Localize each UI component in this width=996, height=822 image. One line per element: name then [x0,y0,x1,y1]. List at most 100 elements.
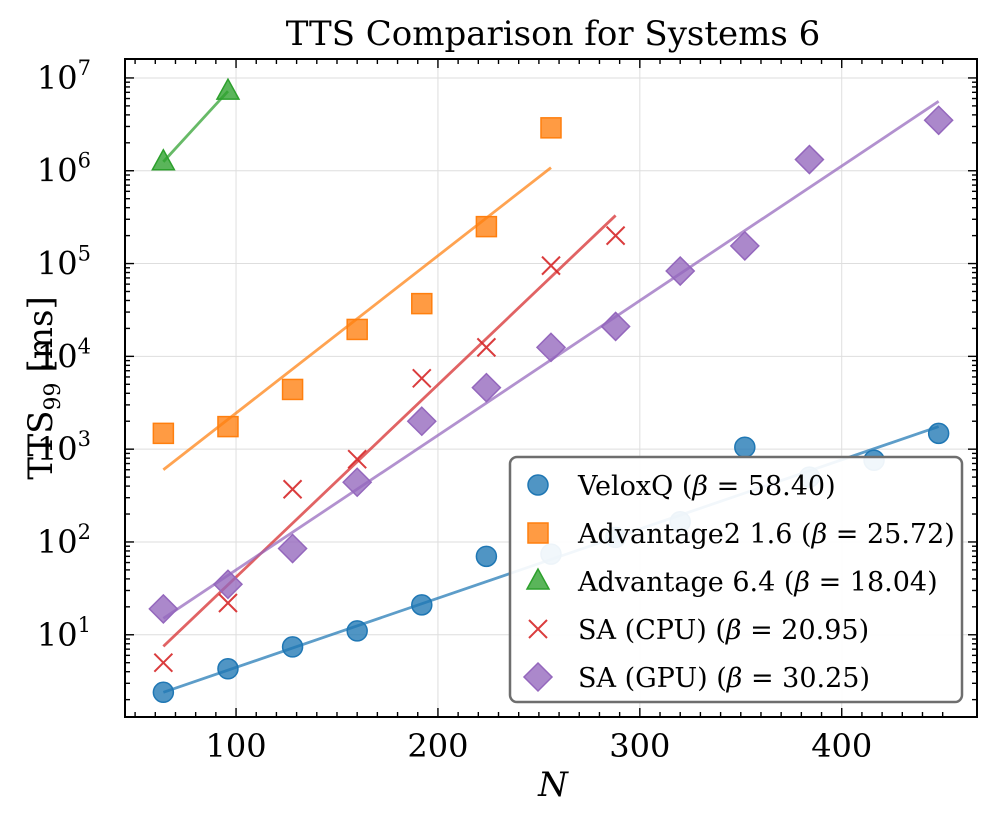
legend: VeloxQ (β = 58.40)Advantage2 1.6 (β = 25… [508,455,964,704]
data-point-series-4 [218,593,238,613]
fit-line-series-4 [162,214,617,648]
data-point-series-1 [475,545,498,568]
data-point-series-1 [734,436,756,458]
y-tick-label-base: 10 [37,152,78,190]
fit-line-series-3 [162,90,229,163]
legend-label-symbol: β [691,471,708,502]
y-tick-label-exponent: 7 [78,56,91,80]
legend-label-2: Advantage2 1.6 (β = 25.72) [577,519,955,550]
y-axis-label-main: TTS [21,410,61,479]
legend-marker-1 [527,474,549,496]
y-tick-label: 101 [37,613,91,654]
legend-label-symbol: β [726,663,743,694]
data-point-series-4 [347,449,367,469]
data-point-series-5 [600,311,631,342]
y-tick-label-base: 10 [37,523,78,561]
data-point-series-4 [476,337,497,358]
legend-label-text: Advantage 6.4 ( [577,567,794,598]
data-point-series-4 [153,652,174,673]
data-point-series-4 [541,255,561,276]
data-point-series-1 [217,658,239,680]
y-tick-label-exponent: 6 [78,149,91,173]
y-axis-label-subscript: 99 [41,382,66,410]
legend-label-4: SA (CPU) (β = 20.95) [578,615,869,646]
y-tick-label-base: 10 [37,337,78,375]
data-point-series-5 [665,256,696,287]
data-point-series-1 [411,594,433,616]
legend-marker-2 [527,522,549,544]
data-point-series-3 [151,148,176,171]
legend-box [508,455,964,704]
data-point-series-5 [342,467,373,498]
legend-marker-5 [522,661,554,693]
y-tick-label-exponent: 2 [78,520,91,544]
y-tick-label: 103 [37,427,91,468]
legend-label-3: Advantage 6.4 (β = 18.04) [577,567,938,598]
legend-label-value: = 18.04) [810,567,938,598]
legend-label-symbol: β [793,567,810,598]
data-point-series-2 [540,117,562,139]
y-tick-label: 106 [37,149,91,190]
y-tick-label-base: 10 [37,245,78,283]
y-tick-label-exponent: 5 [78,242,91,266]
y-tick-label: 107 [37,56,91,97]
legend-label-symbol: β [725,615,742,646]
legend-label-value: = 25.72) [827,519,955,550]
data-point-series-5 [277,533,308,564]
y-tick-label-base: 10 [37,59,78,97]
x-tick-label: 100 [206,727,267,765]
y-axis-label-unit: [ms] [21,296,61,372]
data-point-series-3 [215,77,241,100]
data-point-series-1 [346,620,368,642]
legend-label-1: VeloxQ (β = 58.40) [577,471,836,502]
data-point-series-2 [475,215,498,238]
y-axis-label: TTS99 [ms] [21,296,66,480]
data-point-series-2 [217,415,239,438]
legend-label-5: SA (GPU) (β = 30.25) [578,663,870,694]
data-point-series-5 [729,230,760,261]
x-axis-label: N [537,765,569,805]
legend-marker-3 [525,567,551,590]
x-tick-label: 200 [407,727,468,765]
y-tick-label: 102 [37,520,91,561]
chart-title: TTS Comparison for Systems 6 [286,14,821,54]
data-point-series-4 [282,479,303,499]
data-point-series-5 [471,372,502,403]
data-point-series-2 [411,292,433,315]
y-tick-label-exponent: 3 [78,427,91,451]
data-point-series-5 [212,569,244,600]
y-tick-label: 105 [37,242,91,283]
legend-label-text: VeloxQ ( [577,471,692,502]
data-point-series-4 [605,225,626,246]
data-point-series-5 [406,406,437,437]
y-tick-label-base: 10 [37,616,78,654]
data-point-series-2 [152,422,175,445]
data-point-series-5 [535,332,567,363]
data-point-series-1 [281,636,304,658]
x-tick-label: 400 [811,727,872,765]
y-tick-label-exponent: 4 [78,334,91,358]
legend-label-value: = 30.25) [742,663,870,694]
data-point-series-4 [412,368,432,389]
data-point-series-1 [152,681,175,704]
plot-frame [124,58,978,718]
legend-label-text: SA (GPU) ( [578,663,727,694]
legend-label-symbol: β [811,519,828,550]
data-point-series-5 [148,593,179,624]
data-point-series-5 [794,144,825,175]
legend-label-text: SA (CPU) ( [578,615,726,646]
y-tick-label-exponent: 1 [78,613,91,637]
data-point-series-2 [346,318,368,341]
data-point-series-2 [281,378,304,401]
y-tick-label: 104 [37,334,91,375]
legend-label-value: = 20.95) [741,615,869,646]
x-tick-label: 300 [609,727,670,765]
y-tick-label-base: 10 [37,430,78,468]
legend-marker-4 [528,619,548,639]
legend-label-value: = 58.40) [708,471,836,502]
data-point-series-1 [927,422,950,445]
data-point-series-5 [923,105,954,136]
legend-label-text: Advantage2 1.6 ( [577,519,812,550]
